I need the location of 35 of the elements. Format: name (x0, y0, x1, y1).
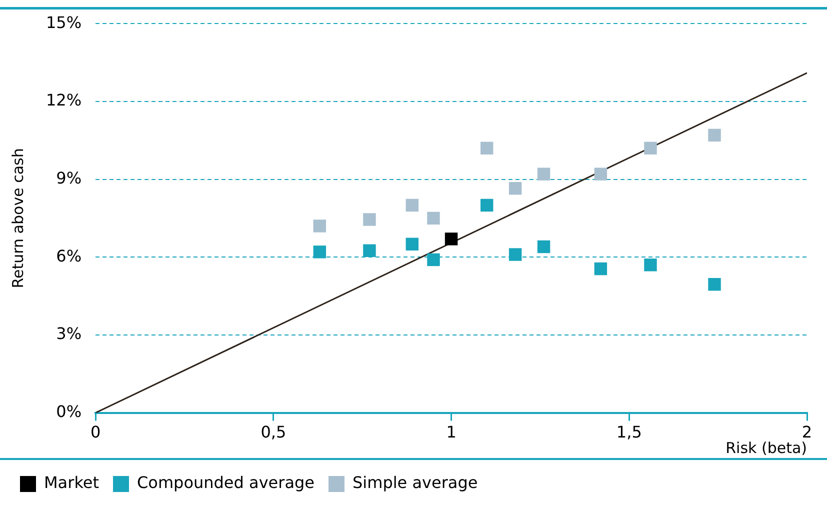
legend-label: Simple average (352, 473, 478, 492)
point (313, 220, 326, 232)
point (644, 142, 657, 155)
y-tick-label: 15% (46, 12, 82, 32)
y-tick-label: 3% (56, 324, 82, 344)
point (537, 240, 550, 254)
point (427, 212, 440, 225)
x-tick-label: 1 (446, 422, 456, 442)
y-tick-label: 0% (56, 402, 82, 421)
point (363, 213, 376, 226)
point (708, 278, 721, 291)
y-tick-label: 12% (46, 90, 82, 110)
point (480, 142, 494, 155)
point (508, 248, 522, 261)
point (406, 238, 419, 251)
point (508, 182, 522, 195)
point (363, 244, 376, 257)
x-tick-label: 0 (90, 422, 101, 442)
point (708, 128, 721, 142)
x-tick-label: 1,5 (616, 422, 642, 442)
y-tick-label: 9% (56, 168, 82, 188)
legend-label: Market (44, 473, 99, 492)
point (427, 253, 440, 266)
point (444, 232, 458, 246)
x-tick-label: 0,5 (260, 422, 286, 442)
y-axis-title: Return above cash (8, 148, 27, 288)
point (537, 168, 550, 180)
point (313, 246, 326, 258)
point (644, 258, 657, 272)
point (406, 198, 419, 212)
y-tick-label: 6% (56, 246, 82, 266)
point (594, 168, 608, 180)
legend-label: Compounded average (137, 473, 315, 492)
point (594, 262, 608, 276)
point (480, 198, 494, 212)
